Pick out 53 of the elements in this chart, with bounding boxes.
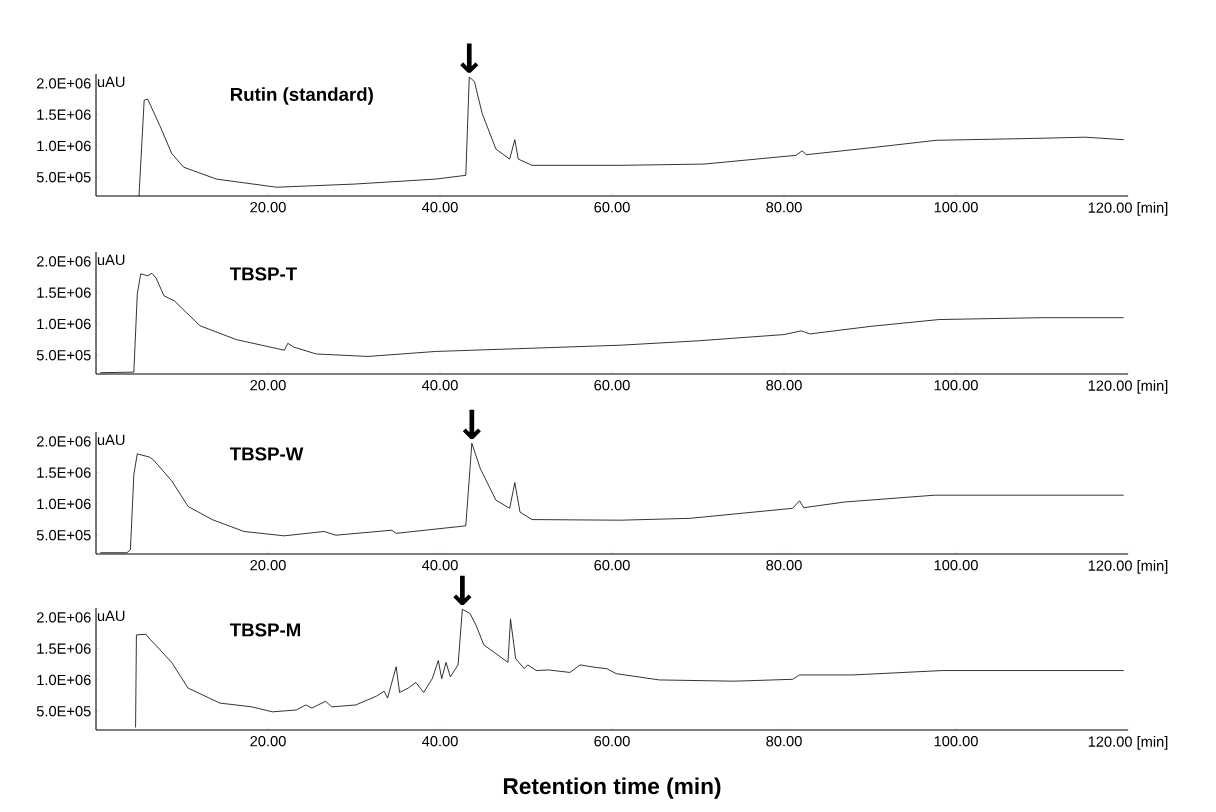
y-tick-label: 2.0E+06 [36, 78, 91, 89]
x-tick-label: 120.00 [min] [1088, 736, 1168, 750]
x-tick-label: 20.00 [250, 380, 286, 391]
y-tick-label: 5.0E+05 [36, 530, 91, 541]
x-tick-label: 80.00 [766, 736, 802, 747]
y-tick-label: 1.0E+06 [37, 140, 91, 152]
y-tick-label: 5.0E+05 [36, 350, 91, 361]
x-tick-label: 80.00 [766, 202, 802, 213]
x-tick-label: 20.00 [250, 560, 286, 571]
x-tick-label: 20.00 [250, 202, 286, 213]
text: TBSP-T [229, 267, 297, 281]
y-tick-label: 5.0E+05 [36, 706, 91, 717]
x-tick-label: 80.00 [766, 380, 802, 391]
y-tick-label: 1.5E+06 [37, 467, 91, 478]
y-tick-label: 1.5E+06 [37, 109, 91, 120]
x-tick-label: 100.00 [934, 736, 978, 747]
y-tick-label: 1.5E+06 [37, 287, 91, 298]
x-tick-label: 40.00 [421, 202, 458, 213]
y-tick-label: 1.0E+06 [37, 498, 91, 510]
text: TBSP-W [229, 447, 304, 461]
x-tick-label: 100.00 [934, 380, 978, 391]
y-tick-label: 5.0E+05 [36, 172, 91, 183]
y-axis-title: uAU [97, 76, 125, 88]
x-tick-label: 60.00 [594, 202, 630, 213]
y-axis-title: uAU [97, 254, 125, 266]
y-axis-title: uAU [97, 434, 125, 446]
y-tick-label: 1.0E+06 [37, 674, 91, 686]
x-tick-label: 40.00 [421, 380, 458, 391]
x-tick-label: 40.00 [421, 736, 458, 747]
x-tick-label: 120.00 [min] [1088, 202, 1168, 216]
text: TBSP-M [229, 623, 301, 637]
x-tick-label: 80.00 [766, 560, 802, 571]
x-tick-label: 60.00 [594, 560, 630, 571]
y-axis-title: uAU [97, 610, 125, 622]
x-tick-label: 120.00 [min] [1088, 560, 1168, 574]
y-tick-label: 1.5E+06 [37, 643, 91, 654]
text: Rutin (standard) [230, 87, 373, 105]
y-tick-label: 1.0E+06 [37, 318, 91, 330]
y-tick-label: 2.0E+06 [36, 612, 91, 623]
annotation: ↓ [460, 43, 479, 73]
x-tick-label: 100.00 [934, 202, 978, 213]
x-tick-label: 60.00 [594, 736, 630, 747]
x-tick-label: 60.00 [594, 380, 630, 391]
x-tick-label: 40.00 [421, 560, 458, 571]
x-tick-label: 100.00 [934, 560, 978, 571]
y-tick-label: 2.0E+06 [36, 256, 91, 267]
x-tick-label: 20.00 [250, 736, 286, 747]
annotation: ↓ [462, 409, 481, 439]
line-series [135, 608, 1125, 728]
x-tick-label: 120.00 [min] [1088, 380, 1168, 394]
y-tick-label: 2.0E+06 [36, 436, 91, 447]
annotation: ↓ [453, 575, 472, 605]
x-axis-title: Retention time (min) [503, 777, 721, 799]
